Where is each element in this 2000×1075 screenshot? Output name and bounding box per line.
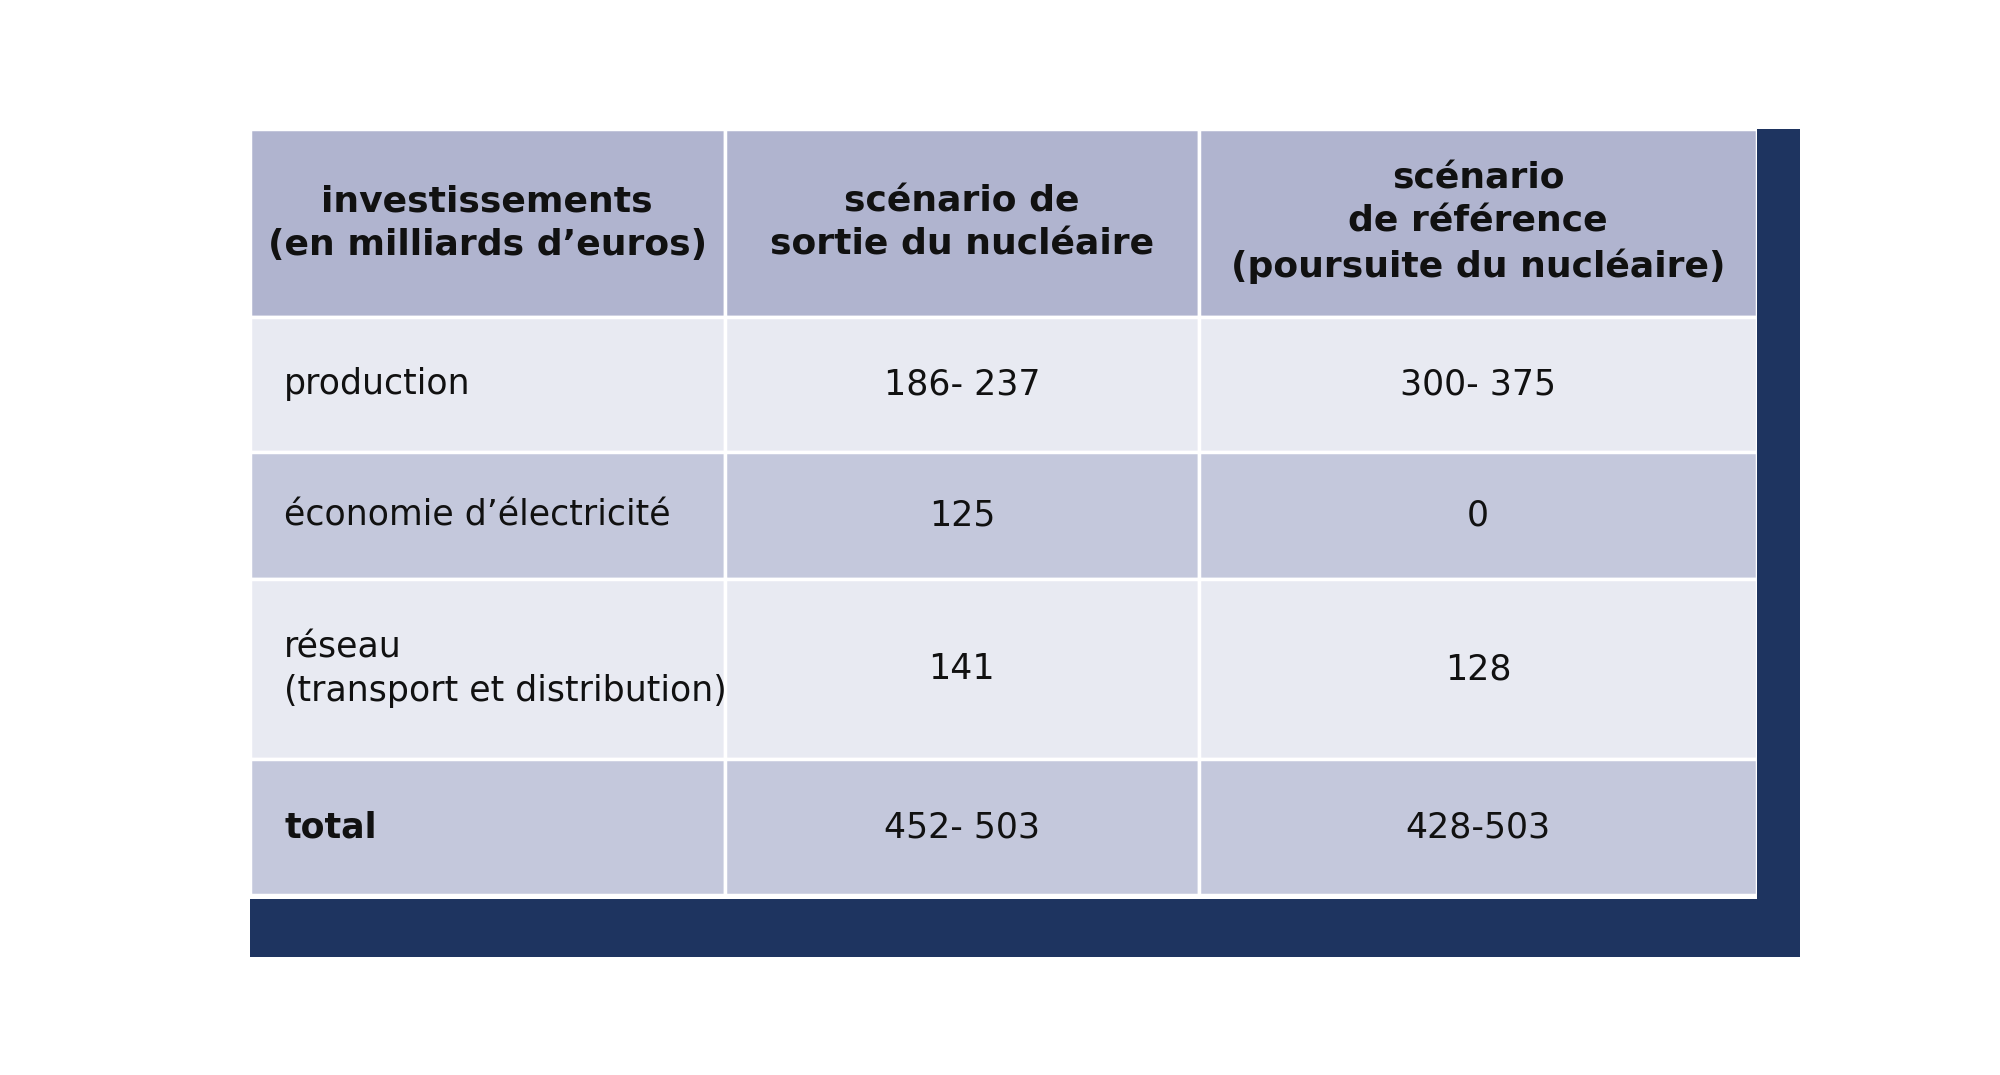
- Text: 128: 128: [1444, 653, 1512, 686]
- Bar: [250, 452, 724, 579]
- Bar: [250, 129, 724, 317]
- Text: 300- 375: 300- 375: [1400, 368, 1556, 401]
- Text: scénario de
sortie du nucléaire: scénario de sortie du nucléaire: [770, 184, 1154, 261]
- Text: scénario
de référence
(poursuite du nucléaire): scénario de référence (poursuite du nucl…: [1230, 161, 1726, 284]
- Text: total: total: [284, 811, 376, 844]
- Bar: [1756, 129, 1800, 894]
- Bar: [250, 894, 1800, 957]
- Bar: [724, 129, 1200, 317]
- Bar: [250, 579, 724, 759]
- Bar: [250, 894, 1756, 899]
- Text: 428-503: 428-503: [1406, 811, 1550, 844]
- Text: 186- 237: 186- 237: [884, 368, 1040, 401]
- Text: économie d’électricité: économie d’électricité: [284, 499, 670, 532]
- Bar: [1200, 452, 1756, 579]
- Bar: [1200, 129, 1756, 317]
- Bar: [724, 452, 1200, 579]
- Text: 141: 141: [928, 653, 996, 686]
- Text: investissements
(en milliards d’euros): investissements (en milliards d’euros): [268, 184, 706, 261]
- Bar: [1200, 579, 1756, 759]
- Text: 0: 0: [1466, 499, 1488, 532]
- Bar: [724, 579, 1200, 759]
- Text: 125: 125: [928, 499, 996, 532]
- Bar: [250, 317, 724, 452]
- Text: production: production: [284, 368, 470, 401]
- Bar: [1200, 759, 1756, 894]
- Text: réseau
(transport et distribution): réseau (transport et distribution): [284, 630, 726, 708]
- Bar: [724, 317, 1200, 452]
- Text: 452- 503: 452- 503: [884, 811, 1040, 844]
- Bar: [724, 759, 1200, 894]
- Bar: [250, 759, 724, 894]
- Bar: [1200, 317, 1756, 452]
